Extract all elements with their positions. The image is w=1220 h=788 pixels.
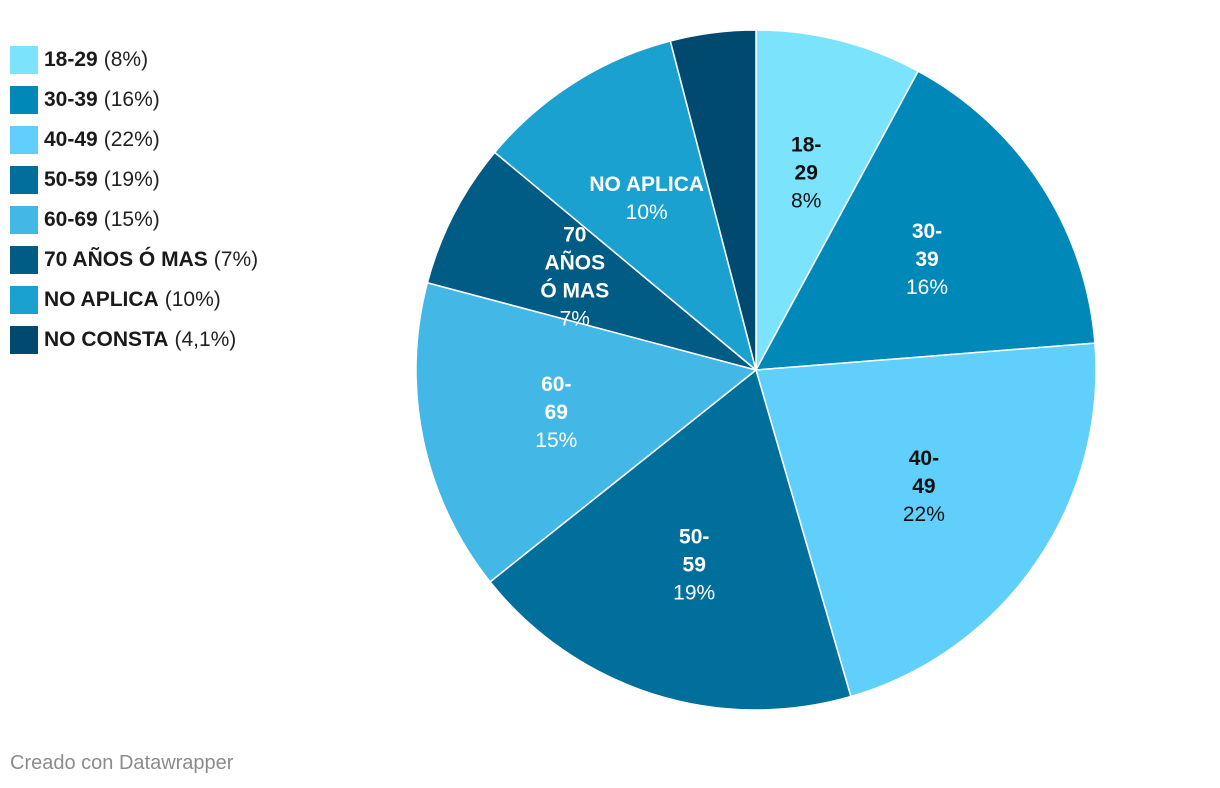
slice-label-name: 60- xyxy=(541,373,571,396)
legend-item: NO CONSTA (4,1%) xyxy=(10,320,258,360)
chart-legend: 18-29 (8%) 30-39 (16%) 40-49 (22%) 50-59 (19%) 6… xyxy=(10,40,258,360)
legend-swatch xyxy=(10,246,38,274)
legend-swatch xyxy=(10,206,38,234)
legend-swatch xyxy=(10,286,38,314)
legend-label: 60-69 xyxy=(44,208,98,231)
legend-percent: (15%) xyxy=(103,208,160,231)
legend-percent: (22%) xyxy=(103,128,160,151)
slice-label-percent: 16% xyxy=(906,276,948,299)
pie-slice xyxy=(426,151,757,371)
pie-slice xyxy=(415,282,757,583)
slice-label-name: 59 xyxy=(683,553,706,576)
pie-slice xyxy=(755,342,1097,698)
legend-percent: (10%) xyxy=(164,288,221,311)
pie-slice xyxy=(494,40,757,371)
slice-label-name: 69 xyxy=(545,401,568,424)
pie-slice xyxy=(755,70,1096,371)
legend-label: 18-29 xyxy=(44,48,98,71)
legend-percent: (7%) xyxy=(213,248,259,271)
legend-percent: (8%) xyxy=(103,48,149,71)
slice-label: 30- 39 16% xyxy=(906,220,948,299)
slice-label: 18- 29 8% xyxy=(791,133,821,212)
legend-item: 50-59 (19%) xyxy=(10,160,258,200)
slice-label-percent: 22% xyxy=(903,503,945,526)
slice-label-percent: 8% xyxy=(791,189,821,212)
legend-swatch xyxy=(10,126,38,154)
slice-label-name: 30- xyxy=(912,220,942,243)
credit-text: Creado con Datawrapper xyxy=(10,752,234,774)
legend-label: NO CONSTA xyxy=(44,328,169,351)
legend-swatch xyxy=(10,166,38,194)
slice-label-name: NO APLICA xyxy=(589,173,704,196)
legend-swatch xyxy=(10,86,38,114)
slice-label-percent: 10% xyxy=(626,201,668,224)
legend-label: 70 AÑOS Ó MAS xyxy=(44,248,208,271)
legend-label: NO APLICA xyxy=(44,288,159,311)
slice-label-name: Ó MAS xyxy=(540,278,609,302)
legend-percent: (4,1%) xyxy=(174,328,237,351)
slice-label-name: AÑOS xyxy=(544,251,605,274)
legend-label: 30-39 xyxy=(44,88,98,111)
slice-label: 60- 69 15% xyxy=(535,373,577,452)
legend-item: 30-39 (16%) xyxy=(10,80,258,120)
legend-percent: (16%) xyxy=(103,88,160,111)
slice-label-name: 18- xyxy=(791,133,821,156)
slice-label-name: 50- xyxy=(679,525,709,548)
slice-label-name: 40- xyxy=(909,447,939,470)
pie-slice xyxy=(489,369,852,711)
legend-swatch xyxy=(10,46,38,74)
slice-label-percent: 7% xyxy=(560,307,590,330)
pie-slice xyxy=(755,29,919,371)
slice-label-name: 29 xyxy=(795,161,818,184)
slice-label: 40- 49 22% xyxy=(903,447,945,526)
slice-label-name: 70 xyxy=(563,223,586,246)
slice-label: 70 AÑOS Ó MAS 7% xyxy=(540,223,609,330)
legend-swatch xyxy=(10,326,38,354)
slice-label: 50- 59 19% xyxy=(673,525,715,604)
slice-label: NO APLICA 10% xyxy=(589,173,704,224)
legend-percent: (19%) xyxy=(103,168,160,191)
pie-slice xyxy=(669,29,757,371)
legend-item: 70 AÑOS Ó MAS (7%) xyxy=(10,240,258,280)
slice-label-name: 49 xyxy=(912,475,935,498)
legend-item: NO APLICA (10%) xyxy=(10,280,258,320)
legend-label: 40-49 xyxy=(44,128,98,151)
legend-item: 40-49 (22%) xyxy=(10,120,258,160)
slice-label-name: 39 xyxy=(915,248,938,271)
slice-label-percent: 19% xyxy=(673,581,715,604)
legend-item: 60-69 (15%) xyxy=(10,200,258,240)
legend-label: 50-59 xyxy=(44,168,98,191)
legend-item: 18-29 (8%) xyxy=(10,40,258,80)
slice-label-percent: 15% xyxy=(535,429,577,452)
